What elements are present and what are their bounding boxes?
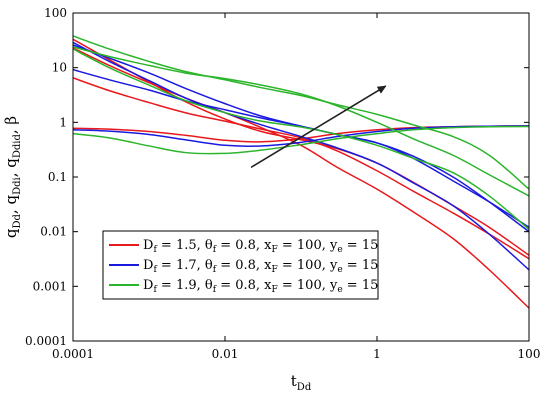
axis-ticks: 0.0001 0.01 1 100 0.0001 0.001 0.01 0.1 1 10 100: [25, 6, 540, 361]
legend-label: Df​ = 1.5, θf​ = 0.8, xF​ = 100, ye​ = 1…: [143, 238, 378, 255]
series-line-df-1-5-3: [73, 38, 529, 256]
trend-arrow: [250, 85, 387, 169]
series-line-df-1-9-12: [73, 125, 529, 155]
trend-arrow-line: [250, 85, 387, 169]
series-line-df-1-9-9: [73, 35, 529, 190]
x-tick-label: 0.01: [212, 347, 239, 361]
x-axis-title: tDd​: [291, 372, 312, 393]
legend-label: Df​ = 1.7, θf​ = 0.8, xF​ = 100, ye​ = 1…: [143, 258, 378, 275]
y-tick-label: 0.001: [33, 279, 67, 293]
x-tick-label: 100: [518, 347, 541, 361]
legend: Df​ = 1.5, θf​ = 0.8, xF​ = 100, ye​ = 1…: [102, 230, 379, 300]
series-line-df-1-7-8: [73, 125, 529, 147]
x-tick-label: 1: [373, 347, 381, 361]
legend-box: [102, 230, 379, 300]
y-tick-label: 0.01: [40, 225, 67, 239]
y-tick-label: 0.0001: [25, 334, 67, 348]
series-line-df-1-9-10: [73, 46, 529, 197]
x-tick-label: 0.0001: [52, 347, 94, 361]
y-tick-label: 100: [44, 6, 67, 20]
y-tick-label: 1: [59, 115, 67, 129]
legend-label: Df​ = 1.9, θf​ = 0.8, xF​ = 100, ye​ = 1…: [143, 278, 378, 295]
y-tick-label: 0.1: [48, 170, 67, 184]
y-tick-label: 10: [52, 61, 67, 75]
series-line-df-1-7-7: [73, 44, 529, 233]
series-line-df-1-9-11: [73, 48, 529, 230]
y-axis-title: qDd​, qDdi​, qDdid​, β: [2, 116, 23, 238]
